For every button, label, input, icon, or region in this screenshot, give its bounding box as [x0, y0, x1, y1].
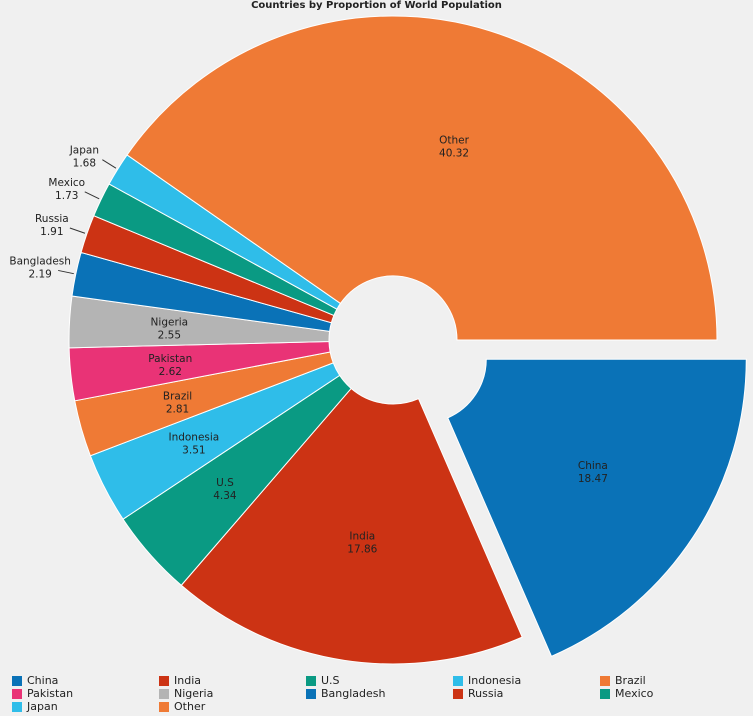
pie-label-name: Brazil [163, 390, 192, 402]
legend-label: Mexico [615, 687, 654, 700]
pie-label-value: 2.19 [28, 268, 51, 280]
leader-line [58, 269, 74, 275]
legend-item-pakistan[interactable]: Pakistan [12, 687, 73, 700]
pie-label-value: 1.73 [55, 190, 78, 202]
pie-label-value: 4.34 [213, 490, 237, 502]
pie-label-value: 3.51 [182, 445, 205, 457]
pie-label-name: Mexico [48, 177, 85, 189]
leader-line [69, 227, 86, 234]
legend-label: Russia [468, 687, 504, 700]
legend-swatch [600, 688, 610, 699]
pie-label-name: Russia [35, 213, 69, 225]
legend-swatch [12, 675, 22, 686]
pie-label-name: Nigeria [151, 316, 189, 328]
legend-label: Other [174, 700, 206, 713]
pie-label-name: India [349, 531, 375, 543]
pie-label-value: 18.47 [578, 473, 608, 485]
legend-label: U.S [321, 674, 340, 687]
legend-item-indonesia[interactable]: Indonesia [453, 674, 521, 687]
leader-line [84, 191, 100, 200]
legend-label: Brazil [615, 674, 646, 687]
legend-label: Nigeria [174, 687, 214, 700]
pie-label-name: Japan [69, 145, 99, 157]
legend-item-u-s[interactable]: U.S [306, 674, 340, 687]
legend-swatch [600, 675, 610, 686]
legend-swatch [453, 675, 463, 686]
pie-label-name: Bangladesh [9, 255, 71, 267]
legend-label: China [27, 674, 59, 687]
legend-swatch [12, 688, 22, 699]
pie-label-value: 2.81 [166, 403, 189, 415]
legend-item-nigeria[interactable]: Nigeria [159, 687, 213, 700]
legend-item-other[interactable]: Other [159, 700, 205, 713]
leader-line [102, 159, 117, 169]
pie-slice-other[interactable] [126, 15, 718, 341]
legend-item-japan[interactable]: Japan [12, 700, 58, 713]
pie-label-value: 2.62 [159, 366, 182, 378]
legend-swatch [159, 688, 169, 699]
pie-label-value: 17.86 [347, 544, 377, 556]
legend-swatch [12, 701, 22, 712]
legend-swatch [306, 688, 316, 699]
pie-slice-china[interactable] [447, 358, 747, 657]
pie-label-value: 2.55 [158, 329, 181, 341]
legend-swatch [159, 701, 169, 712]
legend-item-india[interactable]: India [159, 674, 201, 687]
legend-item-russia[interactable]: Russia [453, 687, 503, 700]
pie-label-name: U.S [216, 477, 234, 489]
pie-label-name: Other [439, 134, 469, 146]
legend-swatch [453, 688, 463, 699]
pie-label-value: 40.32 [439, 147, 469, 159]
legend-swatch [159, 675, 169, 686]
legend-label: Japan [27, 700, 58, 713]
legend-swatch [306, 675, 316, 686]
legend-label: Indonesia [468, 674, 522, 687]
legend-label: Pakistan [27, 687, 74, 700]
pie-label-name: China [578, 460, 608, 472]
legend-item-mexico[interactable]: Mexico [600, 687, 653, 700]
pie-label-u-s: U.S4.34 [213, 477, 237, 502]
chart-title: Countries by Proportion of World Populat… [251, 0, 502, 11]
pie-slice-india[interactable] [180, 387, 523, 665]
pie-label-value: 1.91 [40, 226, 63, 238]
legend-item-brazil[interactable]: Brazil [600, 674, 646, 687]
pie-label-value: 1.68 [73, 158, 96, 170]
legend-label: Bangladesh [321, 687, 386, 700]
pie-label-name: Pakistan [148, 353, 192, 365]
legend-item-bangladesh[interactable]: Bangladesh [306, 687, 386, 700]
legend-item-china[interactable]: China [12, 674, 58, 687]
legend-label: India [174, 674, 201, 687]
pie-label-name: Indonesia [168, 432, 219, 444]
